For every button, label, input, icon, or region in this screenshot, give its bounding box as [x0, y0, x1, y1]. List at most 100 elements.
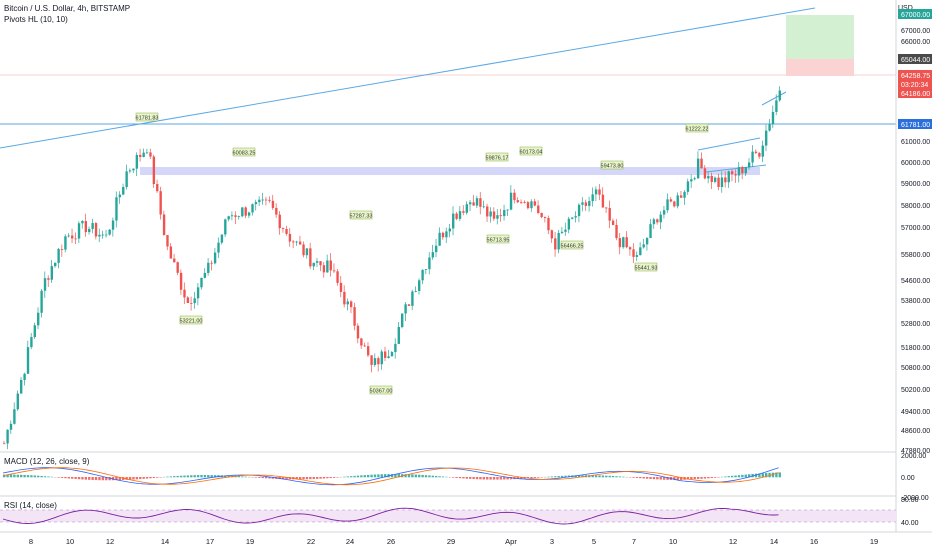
- macd-histogram-bar: [547, 476, 550, 478]
- pivot-low-label: 56713.95: [487, 238, 510, 244]
- macd-tick-label: 0.00: [901, 475, 915, 482]
- candle-body: [771, 111, 775, 125]
- candle-body: [761, 145, 764, 157]
- candle-body: [71, 235, 74, 239]
- macd-histogram-bar: [6, 474, 9, 478]
- macd-histogram-bar: [71, 477, 74, 479]
- macd-histogram-bar: [564, 475, 567, 478]
- candle-body: [54, 262, 57, 267]
- pivot-high-label: 59876.17: [486, 156, 509, 162]
- macd-histogram-bar: [530, 477, 533, 479]
- candle-body: [775, 100, 778, 112]
- macd-histogram-bar: [298, 477, 302, 480]
- candle-body: [247, 212, 251, 216]
- candle-body: [673, 201, 676, 207]
- candle-body: [210, 262, 213, 264]
- macd-histogram-bar: [673, 477, 676, 481]
- candle-body: [383, 351, 387, 358]
- macd-histogram-bar: [516, 477, 520, 479]
- macd-histogram-bar: [156, 477, 159, 478]
- macd-histogram-bar: [611, 475, 615, 478]
- candle-body: [159, 191, 162, 215]
- macd-histogram-bar: [23, 474, 26, 478]
- macd-histogram-bar: [730, 475, 734, 478]
- candle-body: [183, 289, 186, 298]
- candle-body: [203, 272, 207, 278]
- candle-body: [683, 191, 686, 198]
- candle-body: [315, 261, 319, 263]
- macd-histogram-bar: [91, 477, 94, 480]
- pivot-low-box: [634, 262, 658, 272]
- candle-body: [676, 195, 679, 207]
- time-tick-label: 8: [29, 537, 33, 546]
- macd-histogram-bar: [224, 475, 227, 478]
- candle-body: [390, 352, 394, 357]
- macd-histogram-bar: [503, 477, 506, 480]
- pivot-high-box: [685, 123, 709, 133]
- candle-body: [139, 154, 142, 157]
- candle-body: [298, 241, 302, 245]
- candle-body: [285, 229, 288, 234]
- macd-histogram-bar: [489, 477, 492, 480]
- pivot-low-label: 50367.00: [370, 389, 393, 395]
- price-tick-label: 55800.00: [901, 252, 930, 259]
- macd-histogram-bar: [383, 474, 387, 478]
- macd-histogram-bar: [645, 477, 649, 479]
- candle-body: [608, 208, 611, 221]
- macd-histogram-bar: [13, 474, 16, 478]
- candle-body: [594, 189, 598, 195]
- candle-body: [43, 278, 47, 291]
- macd-histogram-bar: [428, 475, 431, 478]
- indicator-label: Pivots HL (10, 10): [4, 15, 68, 24]
- macd-histogram-bar: [254, 477, 258, 478]
- candle-body: [543, 217, 547, 218]
- macd-histogram-bar: [67, 477, 71, 479]
- candle-body: [295, 241, 298, 243]
- price-tick-label: 61000.00: [901, 139, 930, 146]
- macd-histogram-bar: [237, 476, 241, 478]
- price-tag-bg: [898, 119, 932, 129]
- time-tick-label: 5: [592, 537, 596, 546]
- macd-histogram-bar: [632, 477, 635, 478]
- candle-body: [475, 198, 479, 206]
- candle-body: [302, 244, 305, 256]
- time-tick-label: 14: [161, 537, 169, 546]
- candle-body: [50, 266, 54, 280]
- macd-histogram-bar: [509, 477, 513, 480]
- candle-body: [370, 355, 373, 365]
- candle-body: [6, 429, 9, 444]
- candle-body: [108, 229, 111, 235]
- macd-histogram-bar: [81, 477, 84, 480]
- candle-body: [496, 215, 499, 219]
- candle-body: [237, 216, 241, 218]
- macd-histogram-bar: [319, 477, 322, 479]
- macd-histogram-bar: [581, 475, 584, 478]
- price-axis[interactable]: 67000.0066000.0065000.0061000.0060000.00…: [898, 9, 932, 455]
- macd-histogram-bar: [469, 477, 472, 479]
- candle-body: [26, 347, 30, 374]
- macd-histogram-bar: [404, 474, 407, 478]
- price-tick-label: 59000.00: [901, 181, 930, 188]
- candle-body: [540, 213, 543, 218]
- candle-body: [105, 234, 108, 236]
- time-axis[interactable]: 8 10 12 14 17 19 22 24 26 29 Apr 3 5 7 10 12 14 16 19: [29, 537, 878, 546]
- candle-body: [628, 247, 632, 250]
- candle-body: [196, 287, 200, 299]
- macd-histogram-bar: [373, 474, 377, 478]
- candle-body: [635, 255, 639, 257]
- macd-histogram-bar: [690, 477, 693, 480]
- candle-body: [404, 304, 407, 314]
- trendline: [0, 7, 816, 149]
- macd-histogram-bar: [676, 477, 679, 481]
- candle-body: [744, 167, 747, 174]
- pivot-high-label: 60083.25: [233, 151, 256, 157]
- candle-body: [506, 209, 509, 211]
- macd-histogram-bar: [520, 477, 523, 479]
- candle-body: [152, 156, 156, 185]
- candle-body: [622, 237, 625, 248]
- candle-body: [271, 200, 275, 208]
- candle-body: [642, 244, 645, 248]
- macd-histogram-bar: [346, 476, 349, 478]
- time-tick-label: 14: [770, 537, 778, 546]
